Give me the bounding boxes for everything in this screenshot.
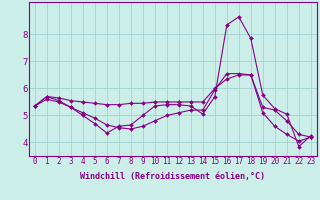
X-axis label: Windchill (Refroidissement éolien,°C): Windchill (Refroidissement éolien,°C) xyxy=(80,172,265,181)
